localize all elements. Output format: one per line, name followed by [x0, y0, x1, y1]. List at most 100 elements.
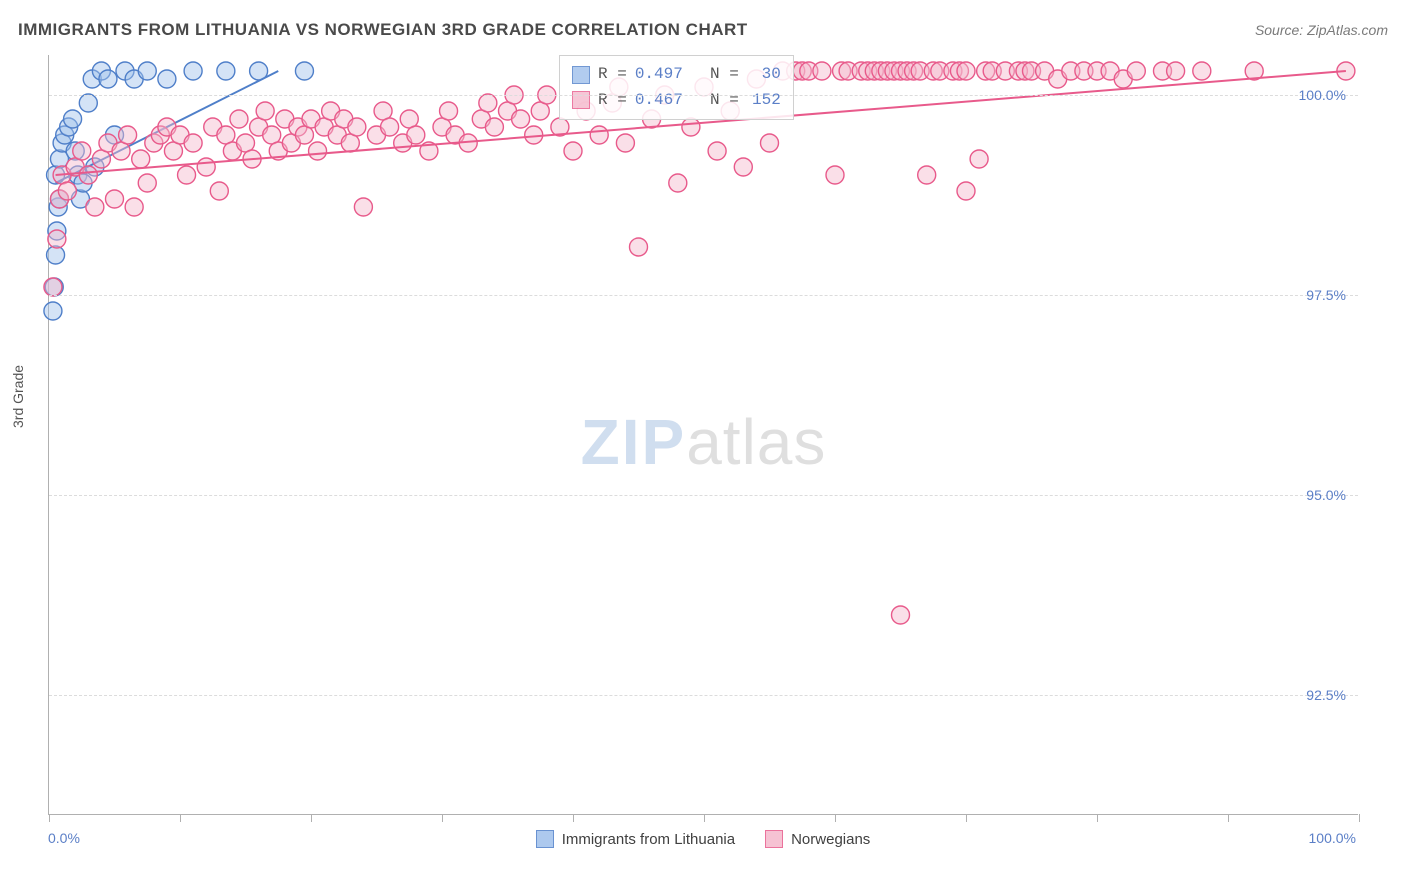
- data-point-norwegians: [564, 142, 582, 160]
- data-point-norwegians: [125, 198, 143, 216]
- data-point-norwegians: [957, 182, 975, 200]
- gridline: [49, 695, 1358, 696]
- data-point-norwegians: [682, 118, 700, 136]
- data-point-norwegians: [164, 142, 182, 160]
- data-point-norwegians: [479, 94, 497, 112]
- data-point-norwegians: [374, 102, 392, 120]
- data-point-norwegians: [892, 606, 910, 624]
- x-tick: [835, 814, 836, 822]
- chart-header: IMMIGRANTS FROM LITHUANIA VS NORWEGIAN 3…: [18, 20, 1388, 40]
- chart-title: IMMIGRANTS FROM LITHUANIA VS NORWEGIAN 3…: [18, 20, 748, 40]
- stats-r-value: 0.497: [635, 62, 683, 88]
- stats-n-value: 30: [747, 62, 781, 88]
- data-point-norwegians: [217, 126, 235, 144]
- data-point-lithuania: [79, 94, 97, 112]
- gridline: [49, 495, 1358, 496]
- y-tick-label: 100.0%: [1299, 87, 1346, 103]
- x-tick: [1359, 814, 1360, 822]
- data-point-norwegians: [79, 166, 97, 184]
- stats-n-value: 152: [747, 88, 781, 114]
- data-point-norwegians: [1167, 62, 1185, 80]
- data-point-norwegians: [918, 166, 936, 184]
- stats-row-norwegians: R = 0.467 N = 152: [572, 88, 781, 114]
- data-point-norwegians: [616, 134, 634, 152]
- data-point-norwegians: [957, 62, 975, 80]
- data-point-norwegians: [734, 158, 752, 176]
- data-point-norwegians: [341, 134, 359, 152]
- x-tick: [49, 814, 50, 822]
- data-point-norwegians: [44, 278, 62, 296]
- x-tick: [180, 814, 181, 822]
- data-point-norwegians: [708, 142, 726, 160]
- data-point-norwegians: [354, 198, 372, 216]
- legend-label: Immigrants from Lithuania: [562, 831, 735, 848]
- x-tick: [704, 814, 705, 822]
- data-point-norwegians: [138, 174, 156, 192]
- data-point-norwegians: [669, 174, 687, 192]
- data-point-norwegians: [230, 110, 248, 128]
- data-point-norwegians: [1193, 62, 1211, 80]
- stats-swatch-icon: [572, 66, 590, 84]
- data-point-norwegians: [184, 134, 202, 152]
- data-point-lithuania: [217, 62, 235, 80]
- data-point-norwegians: [381, 118, 399, 136]
- legend: Immigrants from Lithuania Norwegians: [0, 830, 1406, 848]
- legend-label: Norwegians: [791, 831, 870, 848]
- data-point-norwegians: [119, 126, 137, 144]
- data-point-lithuania: [184, 62, 202, 80]
- data-point-norwegians: [407, 126, 425, 144]
- data-point-norwegians: [210, 182, 228, 200]
- data-point-norwegians: [86, 198, 104, 216]
- data-point-norwegians: [590, 126, 608, 144]
- data-point-norwegians: [295, 126, 313, 144]
- data-point-norwegians: [630, 238, 648, 256]
- data-point-norwegians: [970, 150, 988, 168]
- data-point-norwegians: [813, 62, 831, 80]
- data-point-lithuania: [47, 246, 65, 264]
- data-point-lithuania: [138, 62, 156, 80]
- data-point-norwegians: [761, 134, 779, 152]
- data-point-norwegians: [400, 110, 418, 128]
- data-point-norwegians: [58, 182, 76, 200]
- stats-box: R = 0.497 N = 30R = 0.467 N = 152: [559, 55, 794, 120]
- chart-svg: [49, 55, 1358, 814]
- data-point-norwegians: [826, 166, 844, 184]
- y-tick-label: 92.5%: [1306, 687, 1346, 703]
- gridline: [49, 295, 1358, 296]
- data-point-norwegians: [485, 118, 503, 136]
- y-tick-label: 95.0%: [1306, 487, 1346, 503]
- x-tick: [442, 814, 443, 822]
- gridline: [49, 95, 1358, 96]
- data-point-norwegians: [440, 102, 458, 120]
- data-point-norwegians: [132, 150, 150, 168]
- data-point-norwegians: [531, 102, 549, 120]
- legend-swatch-icon: [765, 830, 783, 848]
- data-point-lithuania: [158, 70, 176, 88]
- legend-item: Norwegians: [765, 830, 870, 848]
- data-point-norwegians: [73, 142, 91, 160]
- stats-n-label: N =: [691, 62, 739, 88]
- x-tick: [966, 814, 967, 822]
- data-point-norwegians: [348, 118, 366, 136]
- legend-item: Immigrants from Lithuania: [536, 830, 735, 848]
- x-tick: [1228, 814, 1229, 822]
- chart-source: Source: ZipAtlas.com: [1255, 22, 1388, 38]
- data-point-norwegians: [512, 110, 530, 128]
- data-point-norwegians: [178, 166, 196, 184]
- stats-r-value: 0.467: [635, 88, 683, 114]
- data-point-norwegians: [48, 230, 66, 248]
- legend-swatch-icon: [536, 830, 554, 848]
- data-point-norwegians: [112, 142, 130, 160]
- y-tick-label: 97.5%: [1306, 287, 1346, 303]
- data-point-norwegians: [1127, 62, 1145, 80]
- y-axis-title: 3rd Grade: [10, 365, 26, 428]
- data-point-norwegians: [309, 142, 327, 160]
- stats-row-lithuania: R = 0.497 N = 30: [572, 62, 781, 88]
- data-point-lithuania: [44, 302, 62, 320]
- data-point-lithuania: [295, 62, 313, 80]
- data-point-norwegians: [92, 150, 110, 168]
- stats-n-label: N =: [691, 88, 739, 114]
- x-tick: [311, 814, 312, 822]
- data-point-lithuania: [99, 70, 117, 88]
- plot-area: ZIPatlas R = 0.497 N = 30R = 0.467 N = 1…: [48, 55, 1358, 815]
